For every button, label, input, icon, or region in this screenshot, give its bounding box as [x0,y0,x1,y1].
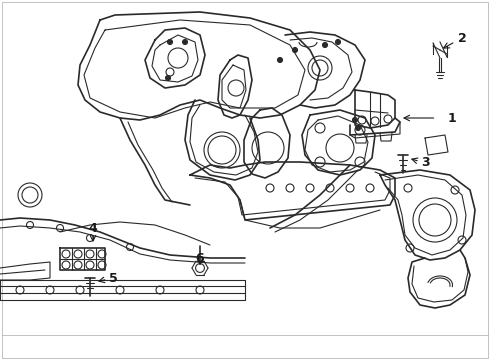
Text: 3: 3 [421,157,429,170]
Circle shape [352,117,358,122]
Circle shape [336,40,341,45]
Circle shape [166,76,171,81]
Text: 6: 6 [196,252,204,265]
Circle shape [182,40,188,45]
Text: 1: 1 [448,112,456,125]
Circle shape [356,126,361,130]
Text: 5: 5 [109,271,118,284]
Circle shape [277,58,283,63]
Circle shape [168,40,172,45]
Text: 2: 2 [458,31,466,45]
Circle shape [322,42,327,48]
Text: 4: 4 [89,221,98,234]
Circle shape [293,48,297,53]
